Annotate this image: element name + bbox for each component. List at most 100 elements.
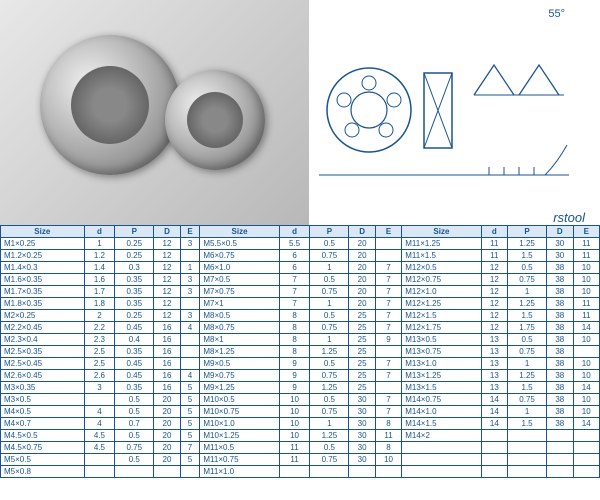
cell: 0.35 xyxy=(115,286,154,298)
cell: 1.5 xyxy=(508,418,547,430)
cell: 7 xyxy=(375,358,401,370)
technical-diagram: 55° rstool xyxy=(309,0,600,245)
cell: M3×0.35 xyxy=(1,382,85,394)
cell: 0.3 xyxy=(115,262,154,274)
cell: M3×0.5 xyxy=(1,394,85,406)
cell: 1.25 xyxy=(508,298,547,310)
cell: M11×0.5 xyxy=(200,442,279,454)
cell: M1.2×0.25 xyxy=(1,250,85,262)
cell: 1 xyxy=(180,262,200,274)
table-row: M1.8×0.351.80.3512M7×171207M12×1.25121.2… xyxy=(1,298,600,310)
cell: 38 xyxy=(547,274,573,286)
cell: 10 xyxy=(573,286,599,298)
spec-table: SizedPDESizedPDESizedPDE M1×0.2510.25123… xyxy=(0,225,600,478)
table-row: M1.6×0.351.60.35123M7×0.570.5207M12×0.75… xyxy=(1,274,600,286)
cell: M2.5×0.45 xyxy=(1,358,85,370)
cell: 20 xyxy=(349,262,375,274)
cell: M13×1.25 xyxy=(402,370,481,382)
cell: 38 xyxy=(547,262,573,274)
diagram-svg xyxy=(319,55,574,190)
cell xyxy=(547,454,573,466)
cell xyxy=(573,442,599,454)
cell: 16 xyxy=(154,382,180,394)
cell: 1.25 xyxy=(310,346,349,358)
cell xyxy=(375,382,401,394)
cell: 0.35 xyxy=(115,346,154,358)
cell: M14×1.5 xyxy=(402,418,481,430)
cell: M12×1.25 xyxy=(402,298,481,310)
cell: 1.4 xyxy=(84,262,115,274)
cell: 1.25 xyxy=(310,430,349,442)
cell: 12 xyxy=(154,274,180,286)
cell: 11 xyxy=(573,298,599,310)
cell: 13 xyxy=(481,382,507,394)
table-row: M4.5×0.54.50.5205M10×1.25101.253011M14×2 xyxy=(1,430,600,442)
cell: 0.25 xyxy=(115,238,154,250)
cell: 1 xyxy=(84,238,115,250)
cell xyxy=(573,430,599,442)
cell: 38 xyxy=(547,286,573,298)
cell: M9×0.75 xyxy=(200,370,279,382)
cell: 13 xyxy=(481,334,507,346)
cell: M13×0.75 xyxy=(402,346,481,358)
cell: M9×0.5 xyxy=(200,358,279,370)
cell: M8×1.25 xyxy=(200,346,279,358)
table-row: M3×0.50.5205M10×0.5100.5307M14×0.75140.7… xyxy=(1,394,600,406)
brand-text: rstool xyxy=(553,210,585,225)
cell: 10 xyxy=(279,430,310,442)
die-large xyxy=(40,35,180,175)
cell: 20 xyxy=(154,418,180,430)
angle-label: 55° xyxy=(548,8,565,20)
cell: 12 xyxy=(154,298,180,310)
col-header: d xyxy=(279,226,310,238)
cell: 20 xyxy=(154,394,180,406)
cell: 1 xyxy=(310,418,349,430)
cell xyxy=(481,454,507,466)
cell: 38 xyxy=(547,394,573,406)
cell: 20 xyxy=(349,250,375,262)
cell xyxy=(279,466,310,478)
cell: M14×0.75 xyxy=(402,394,481,406)
cell: 14 xyxy=(573,418,599,430)
cell: 30 xyxy=(349,418,375,430)
cell: M8×0.5 xyxy=(200,310,279,322)
cell: 5 xyxy=(180,382,200,394)
cell: 0.5 xyxy=(310,442,349,454)
cell: M4.5×0.5 xyxy=(1,430,85,442)
cell: 3 xyxy=(180,238,200,250)
cell: M10×0.75 xyxy=(200,406,279,418)
cell: 7 xyxy=(279,298,310,310)
cell: M12×0.5 xyxy=(402,262,481,274)
cell: 12 xyxy=(481,262,507,274)
cell: 0.4 xyxy=(115,334,154,346)
cell: M2.6×0.45 xyxy=(1,370,85,382)
cell: 30 xyxy=(547,250,573,262)
cell: 2.5 xyxy=(84,358,115,370)
cell: 6 xyxy=(279,262,310,274)
cell: M2.3×0.4 xyxy=(1,334,85,346)
cell: 5 xyxy=(180,418,200,430)
cell: 38 xyxy=(547,310,573,322)
cell: 30 xyxy=(349,406,375,418)
cell: 3 xyxy=(180,274,200,286)
table-row: M1.7×0.351.70.35123M7×0.7570.75207M12×1.… xyxy=(1,286,600,298)
cell: M14×2 xyxy=(402,430,481,442)
table-row: M5×0.50.5205M11×0.75110.753010 xyxy=(1,454,600,466)
cell: 10 xyxy=(279,418,310,430)
cell: 12 xyxy=(481,310,507,322)
cell: 12 xyxy=(154,250,180,262)
table-row: M2.5×0.452.50.4516M9×0.590.5257M13×1.013… xyxy=(1,358,600,370)
cell: 1.25 xyxy=(310,382,349,394)
table-wrap: SizedPDESizedPDESizedPDE M1×0.2510.25123… xyxy=(0,225,600,500)
cell: M7×1 xyxy=(200,298,279,310)
cell: M1.8×0.35 xyxy=(1,298,85,310)
cell: 16 xyxy=(154,334,180,346)
cell: 1.5 xyxy=(508,382,547,394)
cell: 25 xyxy=(349,346,375,358)
cell: 12 xyxy=(481,286,507,298)
cell: 0.75 xyxy=(115,442,154,454)
cell: 7 xyxy=(375,286,401,298)
cell: 0.35 xyxy=(115,382,154,394)
cell xyxy=(180,334,200,346)
cell: 16 xyxy=(154,322,180,334)
